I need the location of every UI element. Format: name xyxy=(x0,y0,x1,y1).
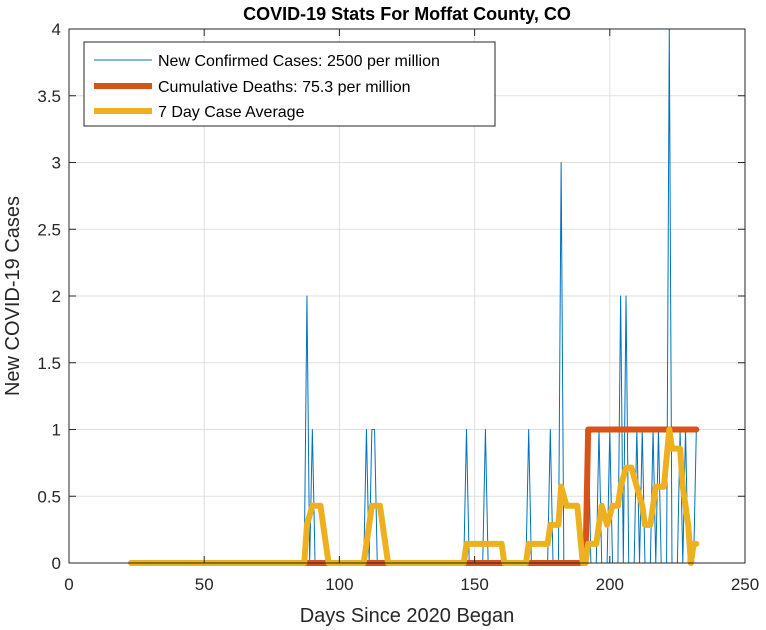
x-tick-label: 150 xyxy=(460,575,488,594)
y-tick-label: 3 xyxy=(52,154,61,173)
axes: 0 50 100 150 200 250 0 0.5 1 1.5 2 2.5 3 3.5 4 xyxy=(37,20,759,594)
x-tick-label: 100 xyxy=(325,575,353,594)
chart-title: COVID-19 Stats For Moffat County, CO xyxy=(243,4,571,24)
y-tick-label: 0.5 xyxy=(37,487,61,506)
x-tick-label: 50 xyxy=(195,575,214,594)
legend-entry-2: Cumulative Deaths: 75.3 per million xyxy=(158,79,411,96)
legend-entry-3: 7 Day Case Average xyxy=(158,104,305,121)
y-axis-label: New COVID-19 Cases xyxy=(2,196,24,396)
x-tick-label: 250 xyxy=(731,575,759,594)
y-tick-label: 3.5 xyxy=(37,87,61,106)
y-tick-label: 2 xyxy=(52,287,61,306)
legend-box xyxy=(83,41,496,127)
x-tick-label: 0 xyxy=(64,575,73,594)
legend-entry-1: New Confirmed Cases: 2500 per million xyxy=(158,53,440,70)
x-axis-label: Days Since 2020 Began xyxy=(300,605,515,627)
y-tick-label: 4 xyxy=(52,20,61,39)
y-tick-label: 1 xyxy=(52,421,61,440)
y-tick-label: 1.5 xyxy=(37,354,61,373)
x-tick-label: 200 xyxy=(596,575,624,594)
y-tick-label: 2.5 xyxy=(37,220,61,239)
legend: New Confirmed Cases: 2500 per million Cum… xyxy=(83,41,496,127)
y-tick-label: 0 xyxy=(52,554,61,573)
